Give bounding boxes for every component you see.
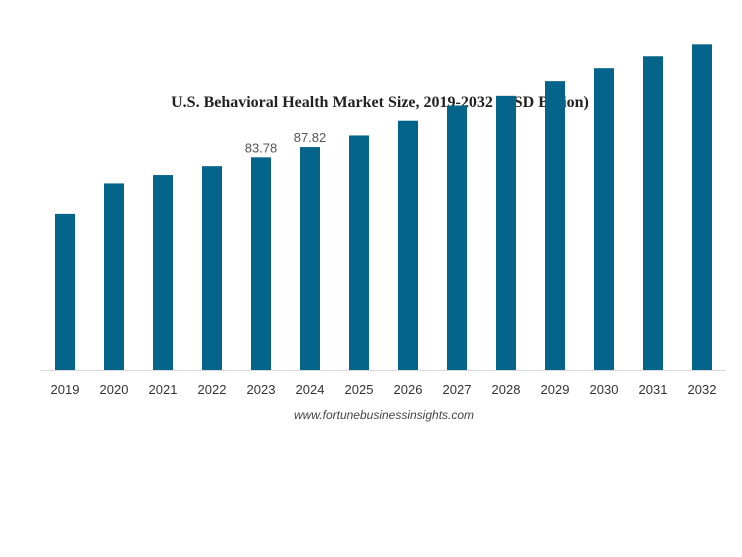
bars-group <box>55 44 712 371</box>
bar-2032 <box>692 44 712 371</box>
x-tick-label: 2022 <box>198 382 227 397</box>
bar-2024 <box>300 147 320 370</box>
bar-2022 <box>202 166 222 370</box>
x-tick-label: 2021 <box>149 382 178 397</box>
bar-2031 <box>643 56 663 370</box>
x-tick-label: 2025 <box>345 382 374 397</box>
x-tick-label: 2026 <box>394 382 423 397</box>
x-tick-label: 2023 <box>247 382 276 397</box>
bar-2019 <box>55 213 75 370</box>
x-tick-label: 2030 <box>590 382 619 397</box>
bar-2025 <box>349 135 369 370</box>
bar-2023 <box>251 157 271 370</box>
chart-title: U.S. Behavioral Health Market Size, 2019… <box>171 94 589 111</box>
x-tick-label: 2028 <box>492 382 521 397</box>
data-label-2024: 87.82 <box>294 130 327 145</box>
source-credit: www.fortunebusinessinsights.com <box>294 408 474 422</box>
bar-2027 <box>447 105 467 370</box>
data-label-2023: 83.78 <box>245 140 278 155</box>
bar-2021 <box>153 175 173 370</box>
bar-2020 <box>104 183 124 370</box>
x-tick-label: 2027 <box>443 382 472 397</box>
bar-2026 <box>398 120 418 370</box>
bar-2028 <box>496 95 516 370</box>
bar-2029 <box>545 81 565 370</box>
x-tick-label: 2032 <box>688 382 717 397</box>
x-tick-label: 2020 <box>100 382 129 397</box>
x-tick-label: 2024 <box>296 382 325 397</box>
x-tick-label: 2031 <box>639 382 668 397</box>
x-tick-label: 2019 <box>51 382 80 397</box>
x-tick-labels: 2019 2020 2021 2022 2023 2024 2025 2026 2027 2028… <box>51 382 717 397</box>
data-labels: 83.78 87.82 <box>245 130 327 155</box>
bar-2030 <box>594 68 614 370</box>
x-tick-label: 2029 <box>541 382 570 397</box>
